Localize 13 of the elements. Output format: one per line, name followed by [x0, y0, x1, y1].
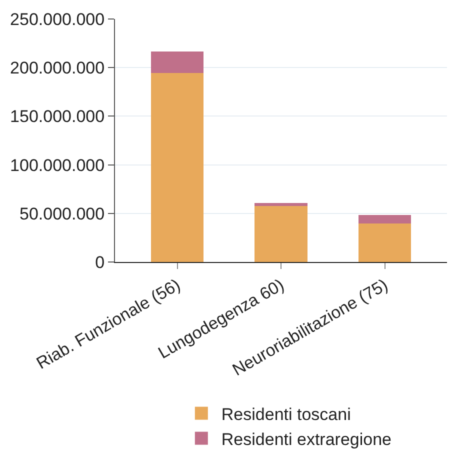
- bar: [150, 52, 204, 73]
- legend-label: Residenti toscani: [221, 404, 351, 424]
- y-tick-label: 100.000.000: [10, 156, 105, 175]
- bar: [358, 214, 412, 224]
- bar: [254, 205, 308, 262]
- legend-label: Residenti extraregione: [221, 430, 392, 449]
- y-tick-label: 0: [95, 252, 105, 272]
- y-tick-label: 250.000.000: [10, 10, 105, 29]
- y-tick-label: 50.000.000: [20, 204, 105, 224]
- y-tick-label: 150.000.000: [10, 107, 105, 126]
- y-tick-label: 200.000.000: [10, 58, 105, 78]
- bar: [358, 222, 412, 262]
- bar: [150, 72, 204, 262]
